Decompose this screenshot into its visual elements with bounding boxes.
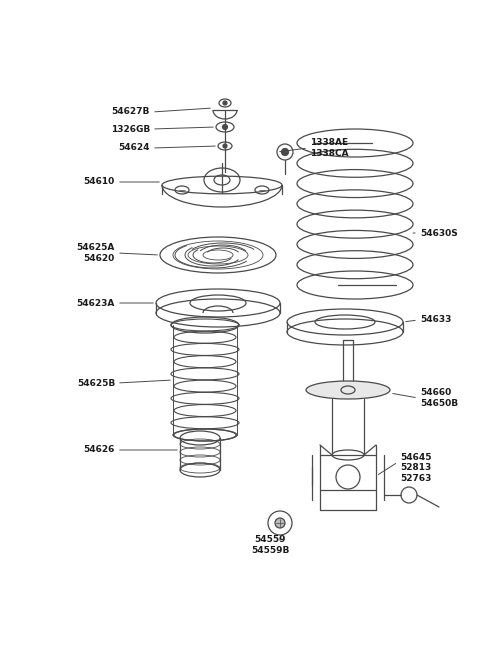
Text: 1338AE
1338CA: 1338AE 1338CA [310,138,348,158]
Text: 54660
54650B: 54660 54650B [420,388,458,407]
Text: 54625A
54620: 54625A 54620 [77,243,115,263]
Ellipse shape [306,381,390,399]
Text: 54626: 54626 [84,445,115,455]
Circle shape [281,149,288,155]
Text: 54627B: 54627B [112,107,150,117]
Text: 54630S: 54630S [420,229,458,238]
Text: 54624: 54624 [119,143,150,153]
Text: 54633: 54633 [420,316,451,324]
Text: 1326GB: 1326GB [111,124,150,134]
Circle shape [223,124,228,130]
Circle shape [275,518,285,528]
Circle shape [223,101,227,105]
Text: 54645
52813
52763: 54645 52813 52763 [400,453,432,483]
Text: 54610: 54610 [84,178,115,187]
Text: 54625B: 54625B [77,379,115,388]
Circle shape [223,144,227,148]
Text: 54623A: 54623A [77,299,115,307]
Text: 54559
54559B: 54559 54559B [251,535,289,555]
